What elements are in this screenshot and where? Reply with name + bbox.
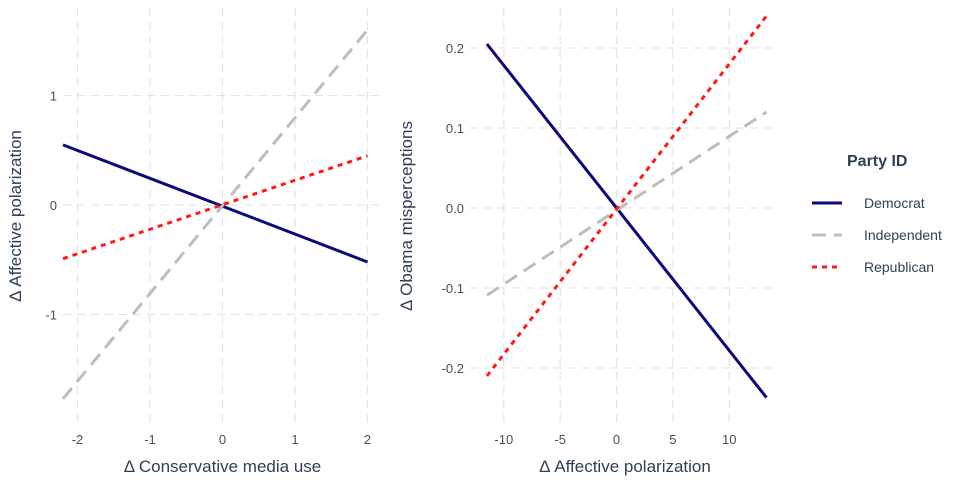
legend-label-independent: Independent xyxy=(864,227,942,243)
x-tick-label: 1 xyxy=(291,432,298,447)
y-axis-title: Δ Obama misperceptions xyxy=(397,121,416,311)
legend-title: Party ID xyxy=(847,153,907,170)
x-tick-label: -10 xyxy=(494,432,513,447)
x-tick-label: 0 xyxy=(613,432,620,447)
y-tick-label: 0.0 xyxy=(446,201,464,216)
y-tick-label: -0.1 xyxy=(442,281,464,296)
x-axis-title: Δ Affective polarization xyxy=(539,457,711,476)
y-axis-title: Δ Affective polarization xyxy=(6,130,25,302)
y-tick-label: 1 xyxy=(50,89,57,104)
legend-item-republican: Republican xyxy=(812,259,934,275)
series-line-independent xyxy=(61,28,369,400)
x-tick-label: -5 xyxy=(554,432,566,447)
panel-right: -10 -5 0 5 10 -0.2 -0.1 0.0 0.1 0.2 Δ Affective po… xyxy=(397,8,780,476)
y-tick-label: -1 xyxy=(45,308,57,323)
panel-left: -2 -1 0 1 2 -1 0 1 Δ Conservative media use Δ Aff… xyxy=(6,8,382,476)
series-line-republican xyxy=(485,15,768,377)
y-tick-label: 0 xyxy=(50,198,57,213)
legend: Party ID Democrat Independent Republican xyxy=(812,153,942,275)
y-tick-label: 0.2 xyxy=(446,41,464,56)
x-tick-label: 10 xyxy=(722,432,736,447)
legend-item-independent: Independent xyxy=(812,227,942,243)
x-tick-label: -2 xyxy=(72,432,84,447)
legend-label-republican: Republican xyxy=(864,259,934,275)
series-line-republican xyxy=(62,154,368,261)
x-tick-label: 0 xyxy=(219,432,226,447)
x-tick-label: -1 xyxy=(144,432,156,447)
y-tick-label: 0.1 xyxy=(446,121,464,136)
x-tick-label: 5 xyxy=(669,432,676,447)
series-line-independent xyxy=(486,110,768,297)
y-tick-label: -0.2 xyxy=(442,361,464,376)
series-line-democrat xyxy=(62,143,369,264)
legend-label-democrat: Democrat xyxy=(864,195,925,211)
x-tick-label: 2 xyxy=(364,432,371,447)
x-axis-title: Δ Conservative media use xyxy=(124,457,322,476)
legend-item-democrat: Democrat xyxy=(812,195,925,211)
series-line-democrat xyxy=(485,43,768,399)
